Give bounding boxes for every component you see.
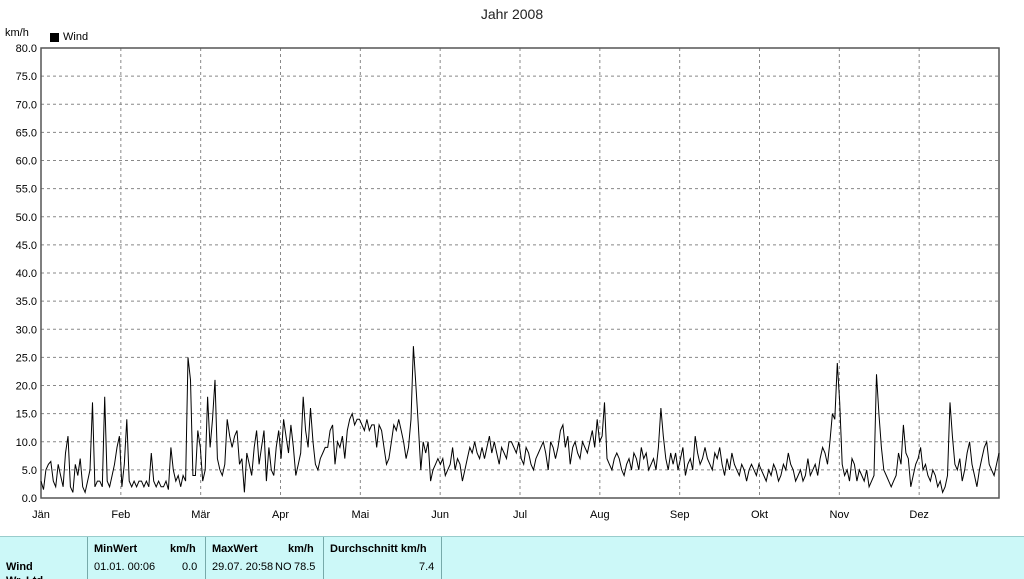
y-axis-unit-label: km/h — [5, 27, 29, 39]
max-value-cell: MaxWert km/h 29.07. 20:58 NO 78.5 — [206, 537, 324, 579]
average-cell: Durchschnitt km/h 7.4 — [324, 537, 442, 579]
row-label-wind: Wind — [6, 561, 33, 573]
x-tick-label: Dez — [909, 509, 929, 521]
max-header: MaxWert — [212, 543, 258, 555]
wind-series-line — [40, 346, 1000, 495]
average-header: Durchschnitt km/h — [330, 543, 427, 555]
x-tick-label: Mär — [191, 509, 210, 521]
x-tick-label: Mai — [351, 509, 369, 521]
y-tick-label: 55.0 — [16, 184, 37, 196]
x-tick-label: Okt — [751, 509, 768, 521]
plot-area-frame — [40, 47, 1000, 499]
chart-grid — [41, 48, 999, 498]
x-tick-label: Sep — [670, 509, 690, 521]
average-value: 7.4 — [419, 561, 435, 573]
min-unit-header: km/h — [170, 543, 196, 555]
y-tick-label: 60.0 — [16, 156, 37, 168]
y-tick-label: 0.0 — [22, 493, 37, 505]
min-value: 0.0 — [182, 561, 198, 573]
y-tick-label: 20.0 — [16, 381, 37, 393]
row-label-secondary: Wr. Ltd. — [6, 575, 46, 579]
statistics-table: Wind Wr. Ltd. MinWert km/h 01.01. 00:06 … — [0, 536, 1024, 579]
x-tick-label: Nov — [830, 509, 850, 521]
y-tick-label: 40.0 — [16, 268, 37, 280]
x-tick-label: Feb — [111, 509, 130, 521]
legend-label-wind: Wind — [63, 31, 89, 43]
x-tick-label: Jän — [32, 509, 50, 521]
legend-swatch-wind — [50, 32, 59, 42]
y-tick-label: 45.0 — [16, 240, 37, 252]
min-value-cell: MinWert km/h 01.01. 00:06 0.0 — [88, 537, 206, 579]
y-axis: 0.0 5.0 10.0 15.0 20.0 25.0 30.0 35.0 40.0 45.0 50… — [16, 43, 37, 505]
y-tick-label: 80.0 — [16, 43, 37, 55]
y-tick-label: 10.0 — [16, 437, 37, 449]
y-tick-label: 35.0 — [16, 296, 37, 308]
min-header: MinWert — [94, 543, 138, 555]
x-tick-label: Jun — [431, 509, 449, 521]
chart-title: Jahr 2008 — [480, 6, 544, 22]
max-value: 78.5 — [294, 561, 316, 573]
y-tick-label: 75.0 — [16, 71, 37, 83]
y-tick-label: 70.0 — [16, 99, 37, 111]
x-tick-label: Apr — [272, 509, 289, 521]
wind-chart: 0.0 5.0 10.0 15.0 20.0 25.0 30.0 35.0 40.0 45.0 50… — [16, 43, 1000, 521]
y-tick-label: 25.0 — [16, 352, 37, 364]
y-tick-label: 65.0 — [16, 127, 37, 139]
min-date: 01.01. 00:06 — [94, 561, 156, 573]
y-tick-label: 5.0 — [22, 465, 37, 477]
y-tick-label: 50.0 — [16, 212, 37, 224]
max-direction: NO — [275, 561, 292, 573]
y-tick-label: 15.0 — [16, 409, 37, 421]
x-axis: Jän Feb Mär Apr Mai Jun Jul Aug Sep Okt Nov Dez — [32, 509, 929, 521]
max-unit-header: km/h — [288, 543, 314, 555]
legend: Wind — [50, 31, 88, 43]
x-tick-label: Aug — [590, 509, 610, 521]
x-tick-label: Jul — [513, 509, 527, 521]
y-tick-label: 30.0 — [16, 324, 37, 336]
max-date: 29.07. 20:58 — [212, 561, 274, 573]
row-label-cell: Wind Wr. Ltd. — [0, 537, 88, 579]
